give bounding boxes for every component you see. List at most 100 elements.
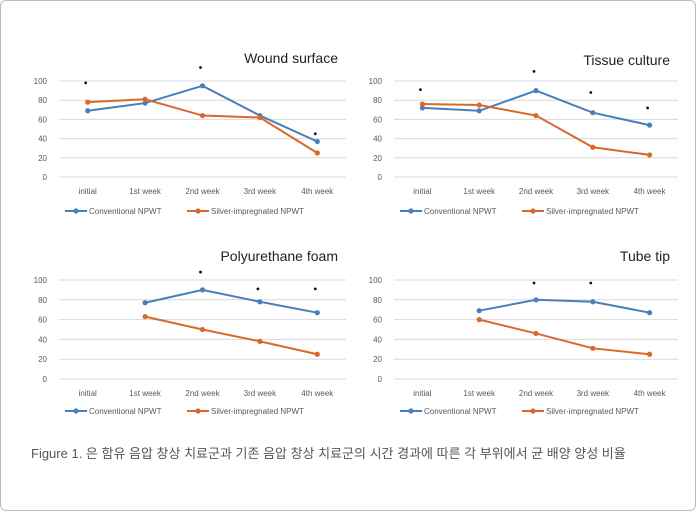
x-tick-label: initial <box>79 389 97 398</box>
data-point <box>647 310 653 316</box>
legend-marker <box>73 408 79 414</box>
data-point <box>590 110 596 116</box>
significance-mark <box>84 81 88 85</box>
y-tick-label: 80 <box>373 96 382 105</box>
data-point <box>476 108 482 114</box>
legend-label: Conventional NPWT <box>424 207 497 216</box>
data-point <box>142 100 148 106</box>
significance-mark <box>419 88 422 92</box>
y-tick-label: 0 <box>43 375 48 384</box>
chart-title: Tissue culture <box>583 52 670 68</box>
data-point <box>85 108 91 114</box>
line-chart-polyurethane-foam: Polyurethane foam 0 20 40 60 80 100 initial 1st … <box>34 248 346 416</box>
data-point <box>199 112 206 119</box>
significance-mark <box>313 132 317 136</box>
legend-label: Silver-impregnated NPWT <box>211 407 304 416</box>
y-tick-label: 60 <box>38 115 47 124</box>
significance-mark <box>532 281 536 285</box>
significance-mark <box>256 287 260 291</box>
line-chart-tube-tip: Tube tip 0 20 40 60 80 100 initial 1st week 2nd w… <box>369 248 678 416</box>
legend-marker <box>73 208 79 214</box>
data-point <box>142 300 148 306</box>
y-tick-label: 80 <box>38 96 47 105</box>
x-tick-label: 2nd week <box>185 389 220 398</box>
data-point <box>476 317 482 323</box>
x-tick-label: initial <box>79 187 97 196</box>
y-tick-label: 40 <box>38 335 47 344</box>
legend-marker <box>195 408 201 414</box>
x-tick-label: 3rd week <box>577 187 610 196</box>
x-tick-label: 3rd week <box>577 389 610 398</box>
chart-title: Polyurethane foam <box>220 248 338 264</box>
legend-label: Silver-impregnated NPWT <box>546 407 639 416</box>
x-tick-label: 1st week <box>129 389 162 398</box>
significance-mark <box>199 270 202 274</box>
data-point <box>647 152 653 158</box>
x-tick-label: 3rd week <box>244 389 277 398</box>
data-point <box>314 150 320 156</box>
legend-label: Conventional NPWT <box>89 407 162 416</box>
data-point <box>419 101 425 107</box>
line-chart-wound-surface: Wound surface 0 20 40 60 80 100 initial 1st week… <box>34 50 346 216</box>
legend-marker <box>195 208 201 214</box>
figure-caption: Figure 1. 은 함유 음압 창상 치료군과 기존 음압 창상 치료군의 … <box>31 446 626 461</box>
data-point <box>476 102 482 108</box>
series-line-silver <box>478 318 650 356</box>
series-line-conventional <box>144 288 318 314</box>
y-tick-label: 100 <box>369 77 383 86</box>
data-point <box>314 310 320 316</box>
series-line-conventional <box>422 89 650 127</box>
legend-label: Conventional NPWT <box>89 207 162 216</box>
data-point <box>419 105 425 111</box>
x-tick-label: 2nd week <box>519 389 554 398</box>
y-tick-label: 60 <box>38 316 47 325</box>
y-tick-label: 80 <box>373 296 382 305</box>
legend-marker <box>530 408 536 414</box>
legend-label: Conventional NPWT <box>424 407 497 416</box>
data-point <box>314 138 320 145</box>
significance-mark <box>589 281 593 285</box>
legend-marker <box>408 408 414 414</box>
y-tick-label: 100 <box>34 276 48 285</box>
data-point <box>142 314 148 320</box>
legend-marker <box>408 208 414 214</box>
data-point <box>314 351 320 357</box>
y-tick-label: 0 <box>378 375 383 384</box>
x-tick-label: initial <box>413 389 431 398</box>
data-point <box>85 99 91 105</box>
data-point <box>257 338 263 344</box>
data-point <box>533 112 539 119</box>
x-tick-label: 3rd week <box>244 187 277 196</box>
legend-label: Silver-impregnated NPWT <box>211 207 304 216</box>
data-point <box>590 144 596 150</box>
significance-mark <box>589 91 593 94</box>
data-point <box>476 308 482 314</box>
x-tick-label: 1st week <box>463 389 496 398</box>
x-tick-label: 2nd week <box>519 187 554 196</box>
x-tick-label: 1st week <box>463 187 496 196</box>
series-line-silver <box>422 103 650 156</box>
data-point <box>199 83 206 89</box>
x-tick-label: 4th week <box>634 187 667 196</box>
data-point <box>647 122 653 128</box>
significance-mark <box>532 70 536 73</box>
data-point <box>199 326 206 333</box>
x-tick-label: 2nd week <box>185 187 220 196</box>
y-tick-label: 20 <box>38 154 47 163</box>
x-tick-label: initial <box>413 187 431 196</box>
y-tick-label: 40 <box>373 335 382 344</box>
x-tick-label: 4th week <box>634 389 667 398</box>
data-point <box>533 297 539 303</box>
data-point <box>590 345 596 351</box>
data-point <box>257 114 263 121</box>
data-point <box>257 299 263 305</box>
line-chart-tissue-culture: Tissue culture 0 20 40 60 80 100 initial 1st wee… <box>369 52 678 216</box>
data-point <box>533 88 539 94</box>
x-tick-label: 4th week <box>301 389 334 398</box>
y-tick-label: 20 <box>373 355 382 364</box>
y-tick-label: 20 <box>38 355 47 364</box>
y-tick-label: 100 <box>369 276 383 285</box>
y-tick-label: 0 <box>43 173 48 182</box>
significance-mark <box>199 66 202 69</box>
